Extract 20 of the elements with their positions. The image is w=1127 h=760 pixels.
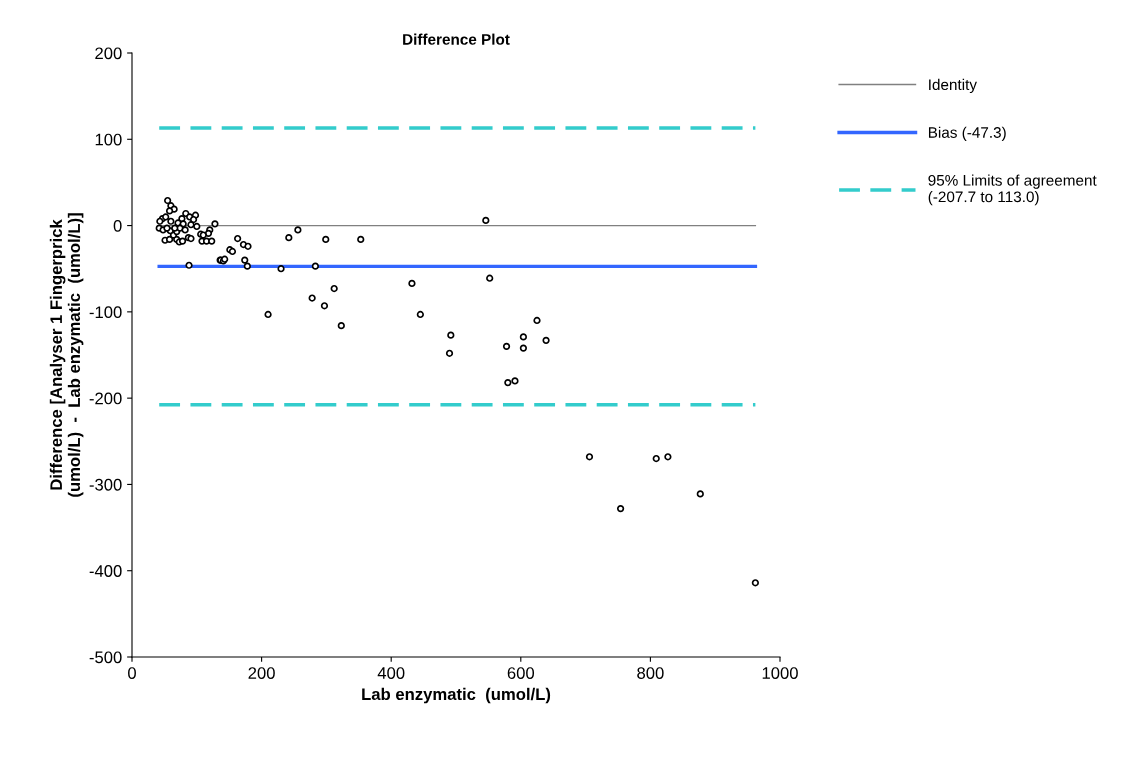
x-tick-label: 600 [507,667,535,679]
x-tick-label: 400 [377,667,405,679]
y-axis-title: Difference [Analyser 1 Fingerprick (umol/L) - Lab enzymatic (umol/L)] [49,213,84,497]
y-tick-label: 0 [113,219,122,232]
y-tick-label: 200 [95,47,122,60]
y-tick-label: -400 [89,565,122,577]
legend-label: 95% Limits of agreement (-207.7 to 113.0) [928,174,1097,206]
chart-title: Difference Plot [403,33,510,45]
x-tick-label: 200 [248,667,275,679]
x-axis-title: Lab enzymatic (umol/L) [362,687,551,704]
legend-label: Identity [929,78,977,94]
y-tick-label: -300 [89,478,122,491]
y-tick-label: -100 [89,306,122,319]
y-tick-label: -200 [89,392,122,405]
y-tick-label: -500 [89,651,122,664]
y-tick-label: 100 [95,133,122,146]
x-tick-label: 0 [128,667,136,679]
legend-label: Bias (-47.3) [928,126,1006,141]
x-tick-label: 800 [637,667,664,679]
x-tick-label: 1000 [762,667,798,679]
